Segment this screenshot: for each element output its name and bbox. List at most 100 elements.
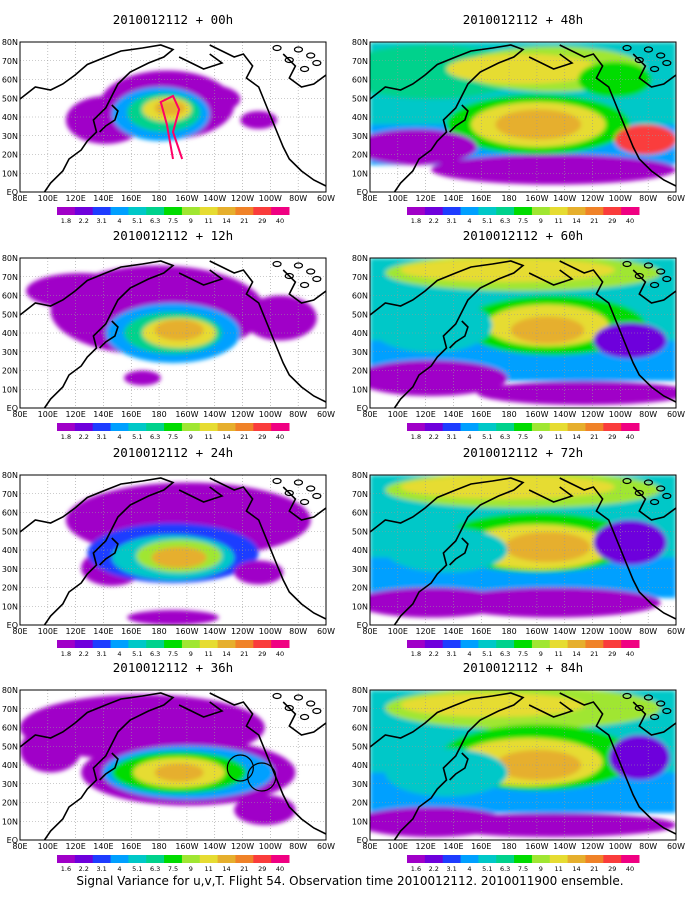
colorbar-swatch [442,640,462,648]
lat-label: EQ [357,836,368,845]
lat-label: 40N [2,546,18,555]
colorbar-label: 29 [608,650,616,658]
colorbar-label: 6.3 [500,433,510,441]
colorbar-swatch [514,855,533,863]
colorbar-swatch [253,640,272,648]
colorbar-label: 14 [572,650,580,658]
colorbar-label: 2.2 [79,433,89,441]
map-panel-p36: 2010012112 + 36h 80N 70N 60N 50N 40N 30N 20N 10N… [2,660,335,873]
colorbar-swatch [621,207,640,215]
lat-label: 30N [352,780,368,789]
colorbar-label: 40 [276,865,284,873]
colorbar-label: 4 [117,650,121,658]
colorbar-label: 5.1 [482,865,492,873]
colorbar-label: 29 [258,650,266,658]
lat-label: 80N [352,471,368,480]
lat-label: 80N [2,38,18,47]
colorbar-swatch [496,640,515,648]
colorbar-label: 9 [539,433,543,441]
colorbar-swatch [621,423,640,431]
colorbar-label: 3.1 [96,650,106,658]
lat-label: 70N [352,705,368,714]
lon-label: 60W [317,627,335,636]
lon-label: 180 [501,842,516,851]
lat-label: 20N [352,151,368,160]
lon-label: 160E [471,410,491,419]
colorbar-swatch [181,855,201,863]
colorbar-label: 29 [258,865,266,873]
colorbar-swatch [271,855,290,863]
lon-label: 140W [203,627,226,636]
colorbar: 1.8 2.2 3.1 4 5.1 6.3 7.5 9 11 14 21 29 40 [57,640,290,658]
colorbar-label: 6.3 [150,217,160,225]
colorbar-swatch [585,855,604,863]
lat-label: 80N [2,686,18,695]
colorbar: 1.8 2.2 3.1 4 5.1 6.3 7.5 9 11 14 21 29 40 [57,207,290,225]
lon-label: 80E [362,842,377,851]
lat-label: 20N [2,367,18,376]
colorbar-label: 9 [539,650,543,658]
lon-label: 160E [121,842,141,851]
lat-label: 10N [352,817,368,826]
lat-label: 10N [2,385,18,394]
lon-label: 180 [151,627,166,636]
colorbar-swatch [128,207,147,215]
colorbar-swatch [74,423,94,431]
lon-label: 140E [93,194,113,203]
lon-label: 60W [667,842,685,851]
colorbar-label: 21 [240,217,248,225]
colorbar-label: 29 [608,217,616,225]
lat-label: EQ [357,404,368,413]
map-field [20,690,326,840]
lon-label: 160E [121,194,141,203]
colorbar-swatch [57,207,76,215]
lon-label: 100W [259,410,282,419]
colorbar-label: 3.1 [96,217,106,225]
colorbar-swatch [110,855,129,863]
colorbar-swatch [235,855,254,863]
colorbar-swatch [181,423,201,431]
colorbar-label: 3.1 [446,865,456,873]
colorbar-swatch [496,207,515,215]
lon-label: 60W [317,410,335,419]
lon-label: 60W [317,194,335,203]
map-field [370,475,676,625]
lat-label: 50N [352,310,368,319]
colorbar-swatch [235,423,254,431]
colorbar-label: 1.8 [61,650,71,658]
colorbar-swatch [585,207,604,215]
lat-label: 50N [2,310,18,319]
lon-label: 120W [581,842,604,851]
lon-label: 140E [93,410,113,419]
lon-label: 120E [65,842,85,851]
panel-title: 2010012112 + 00h [113,12,233,27]
colorbar-label: 1.6 [61,865,71,873]
colorbar-label: 2.2 [79,217,89,225]
colorbar-label: 4 [467,433,471,441]
colorbar-swatch [621,855,640,863]
colorbar-label: 7.5 [168,865,178,873]
lon-label: 80E [12,194,27,203]
panel-title: 2010012112 + 12h [113,228,233,243]
colorbar-label: 14 [222,217,230,225]
lat-label: 10N [2,602,18,611]
colorbar-label: 7.5 [168,650,178,658]
colorbar-label: 40 [626,433,634,441]
colorbar-swatch [442,423,462,431]
lon-label: 80W [289,627,307,636]
map-field [20,258,326,408]
lat-label: 70N [2,705,18,714]
colorbar-label: 6.3 [500,217,510,225]
colorbar-label: 11 [205,433,213,441]
colorbar-label: 4 [117,217,121,225]
lat-label: 30N [352,348,368,357]
colorbar-label: 3.1 [96,865,106,873]
colorbar-label: 5.1 [482,650,492,658]
map-panel-p24: 2010012112 + 24h 80N 70N 60N 50N 40N 30N 20N 10N… [2,445,335,658]
lat-label: 40N [2,329,18,338]
lat-label: 70N [2,57,18,66]
colorbar-label: 5.1 [132,650,142,658]
lat-label: 40N [2,761,18,770]
colorbar-label: 7.5 [168,433,178,441]
colorbar-swatch [407,207,426,215]
